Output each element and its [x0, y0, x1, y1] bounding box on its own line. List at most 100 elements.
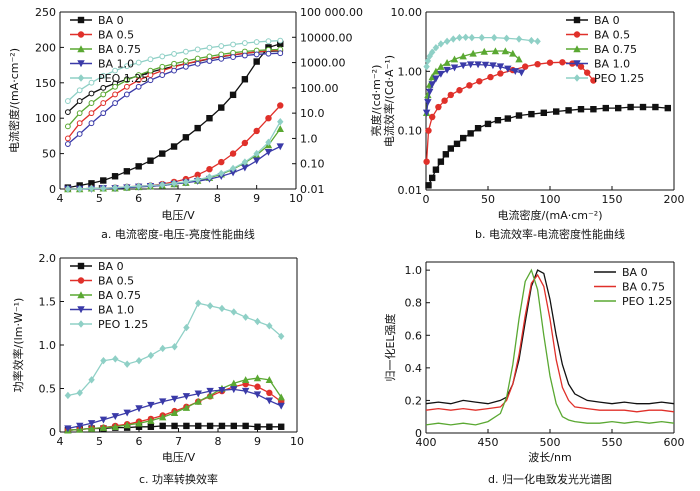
- x-tick-label: 9: [253, 192, 260, 205]
- current-curve-point: [277, 40, 284, 48]
- power-efficiency-curve-point: [111, 423, 119, 430]
- y-tick-label: 0: [415, 427, 422, 440]
- legend-swatch-marker: [77, 16, 85, 24]
- current-curve-point: [159, 181, 166, 189]
- efficiency-curve-point: [424, 99, 432, 107]
- efficiency-curve-point: [443, 66, 451, 74]
- current-curve-point: [147, 181, 154, 190]
- power-efficiency-curve-point: [64, 391, 72, 400]
- current-curve-point: [229, 169, 237, 177]
- y-tick-label: 250: [35, 6, 56, 19]
- efficiency-curve-point: [474, 125, 482, 132]
- power-efficiency-curve-point: [182, 403, 191, 411]
- x-tick-label: 600: [664, 436, 685, 449]
- efficiency-curve-point: [504, 115, 512, 122]
- legend-swatch-marker: [77, 306, 85, 314]
- efficiency-curve-point: [652, 103, 659, 111]
- power-efficiency-curve-point: [147, 423, 155, 430]
- y-tick-label: 50: [42, 148, 56, 161]
- efficiency-curve-point: [459, 62, 467, 70]
- legend-swatch-marker: [77, 45, 85, 53]
- y-tick-label: 200: [35, 41, 56, 54]
- efficiency-curve-point: [487, 73, 494, 81]
- legend-label: BA 1.0: [594, 58, 630, 71]
- spectrum-curve-line: [425, 269, 675, 405]
- x-axis-title: 电流密度/(mA·cm⁻²): [497, 208, 602, 222]
- efficiency-curve-point: [481, 61, 490, 69]
- legend-label: BA 0.75: [622, 281, 665, 294]
- y-tick-label: 2.0: [39, 252, 57, 265]
- efficiency-curve-point: [517, 69, 526, 77]
- power-efficiency-curve-point: [253, 374, 262, 382]
- power-efficiency-curve-point: [99, 416, 108, 424]
- efficiency-curve-point: [577, 106, 585, 113]
- x-tick-label: 400: [416, 436, 437, 449]
- power-efficiency-curve-point: [195, 422, 202, 430]
- luminance-point: [171, 60, 177, 67]
- y2-tick-label: 0.10: [300, 158, 325, 171]
- legend-swatch-marker: [77, 291, 85, 299]
- y-axis-title: 电流效率/(Cd·A⁻¹): [382, 55, 396, 147]
- efficiency-curve-point: [559, 59, 566, 66]
- legend-label: PEO 1.25: [622, 295, 672, 308]
- power-efficiency-curve-point: [206, 391, 214, 399]
- efficiency-curve-point: [528, 110, 535, 118]
- legend-label: PEO 1.25: [594, 72, 644, 85]
- luminance-point: [253, 39, 260, 45]
- power-efficiency-curve-point: [170, 409, 179, 417]
- power-efficiency-curve-point: [277, 402, 285, 410]
- efficiency-curve-point: [424, 91, 432, 99]
- efficiency-curve-point: [484, 120, 492, 128]
- power-efficiency-curve-point: [218, 422, 226, 430]
- current-curve-point: [206, 165, 213, 173]
- power-efficiency-curve-point: [218, 387, 226, 394]
- luminance-point: [182, 58, 189, 64]
- y-tick-label: 0.4: [405, 362, 423, 375]
- current-curve-point: [88, 184, 95, 192]
- y-tick-label: 0.5: [39, 383, 57, 396]
- efficiency-curve-point: [441, 97, 448, 104]
- current-curve-point: [135, 182, 142, 190]
- current-curve-point: [253, 127, 260, 135]
- luminance-point: [206, 58, 213, 64]
- efficiency-curve-point: [509, 49, 517, 57]
- panel-a-current-voltage-luminance: 4 5 6 7 8 9 100501001502002500.010.101.010.010…: [7, 6, 383, 241]
- efficiency-curve-point: [540, 109, 547, 117]
- current-curve-point: [194, 124, 201, 132]
- efficiency-curve-point: [511, 68, 519, 76]
- x-tick-label: 6: [136, 435, 143, 448]
- efficiency-curve-line: [427, 106, 668, 186]
- luminance-point: [88, 79, 95, 86]
- luminance-point: [194, 55, 201, 62]
- power-efficiency-curve-point: [242, 422, 249, 430]
- power-efficiency-curve-point: [87, 424, 96, 432]
- efficiency-curve-point: [447, 145, 454, 152]
- power-efficiency-curve-point: [147, 351, 155, 360]
- luminance-point: [147, 67, 154, 74]
- power-efficiency-curve-point: [266, 389, 273, 397]
- panel-caption: a. 电流密度-电压-亮度性能曲线: [101, 227, 255, 241]
- current-curve-point: [241, 158, 249, 166]
- power-efficiency-curve-point: [254, 383, 261, 390]
- luminance-point: [88, 90, 95, 97]
- current-curve-point: [277, 102, 284, 109]
- power-efficiency-curve-point: [230, 379, 238, 387]
- efficiency-curve-point: [462, 33, 469, 41]
- power-efficiency-curve-point: [182, 393, 191, 401]
- x-tick-label: 6: [135, 192, 142, 205]
- power-efficiency-curve-point: [195, 299, 202, 307]
- y-tick-label: 1.00: [398, 65, 423, 78]
- power-efficiency-curve-point: [206, 302, 214, 310]
- efficiency-curve-point: [565, 107, 572, 114]
- legend-swatch-marker: [77, 277, 85, 284]
- efficiency-curve-point: [437, 62, 445, 70]
- power-efficiency-curve-point: [135, 419, 143, 427]
- efficiency-curve-point: [435, 103, 442, 111]
- x-tick-label: 200: [664, 193, 685, 206]
- efficiency-curve-point: [497, 70, 504, 77]
- efficiency-curve-point: [460, 134, 467, 142]
- efficiency-curve-point: [474, 61, 482, 69]
- power-efficiency-curve-point: [266, 423, 273, 430]
- x-tick-label: 5: [96, 192, 103, 205]
